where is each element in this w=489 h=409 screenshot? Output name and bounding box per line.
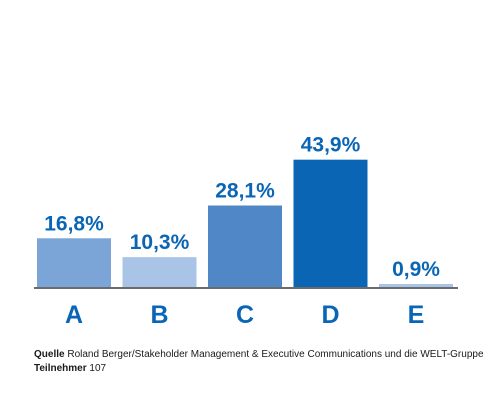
bar-a <box>37 238 111 287</box>
participants-value: 107 <box>89 363 107 374</box>
bar-d <box>293 159 368 287</box>
bar-e <box>379 284 453 287</box>
source-text: Roland Berger/Stakeholder Management & E… <box>67 349 484 360</box>
value-label-b: 10,3% <box>130 231 190 254</box>
value-label-e: 0,9% <box>392 258 440 281</box>
bar-c <box>208 205 282 287</box>
category-label-a: A <box>65 301 83 329</box>
category-label-e: E <box>408 301 425 329</box>
participants-label: Teilnehmer <box>34 363 87 374</box>
bar-chart: 16,8% 10,3% 28,1% 43,9% 0,9% A B C D E <box>34 134 458 329</box>
source-label: Quelle <box>34 349 65 360</box>
participants-note: Teilnehmer 107 <box>34 363 106 374</box>
value-label-d: 43,9% <box>301 134 361 157</box>
source-note: Quelle Roland Berger/Stakeholder Managem… <box>34 349 484 360</box>
value-label-a: 16,8% <box>44 212 104 235</box>
category-label-c: C <box>236 301 254 329</box>
bar-b <box>122 257 197 287</box>
category-label-d: D <box>321 301 339 329</box>
category-label-b: B <box>150 301 168 329</box>
value-label-c: 28,1% <box>215 180 275 203</box>
